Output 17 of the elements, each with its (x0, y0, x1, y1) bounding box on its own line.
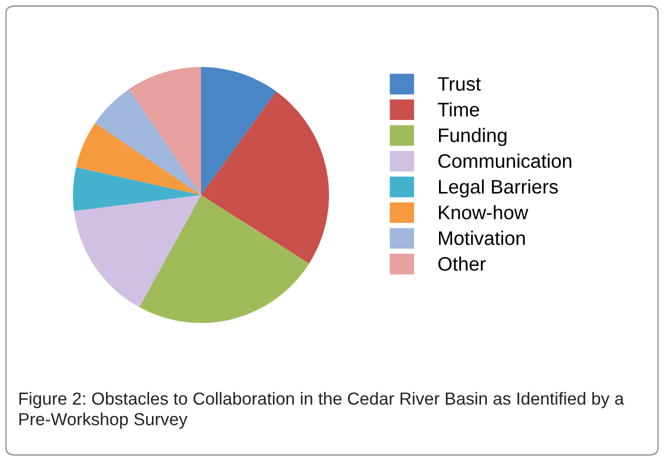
legend-label: Legal Barriers (439, 179, 558, 198)
pie-slice (139, 195, 310, 323)
legend-label: Motivation (439, 230, 525, 246)
legend-label: Time (438, 102, 480, 117)
pie-slice (73, 167, 201, 212)
legend-label: Know-how (439, 205, 528, 220)
pie-slice (76, 123, 201, 195)
pie-slice (95, 89, 201, 195)
legend-label: Communication (438, 154, 572, 168)
pie-slice (129, 67, 201, 195)
pie-slice (201, 91, 329, 264)
legend-label: Funding (439, 128, 506, 146)
legend-label: Trust (438, 77, 481, 91)
caption: Figure 2: Obstacles to Collaboration in the Cedar River Basin as Identified by a Pre-Workshop Survey (19, 392, 624, 429)
legend-label: Other (438, 256, 486, 271)
pie-slice (74, 195, 201, 308)
pie-slice (201, 67, 276, 195)
